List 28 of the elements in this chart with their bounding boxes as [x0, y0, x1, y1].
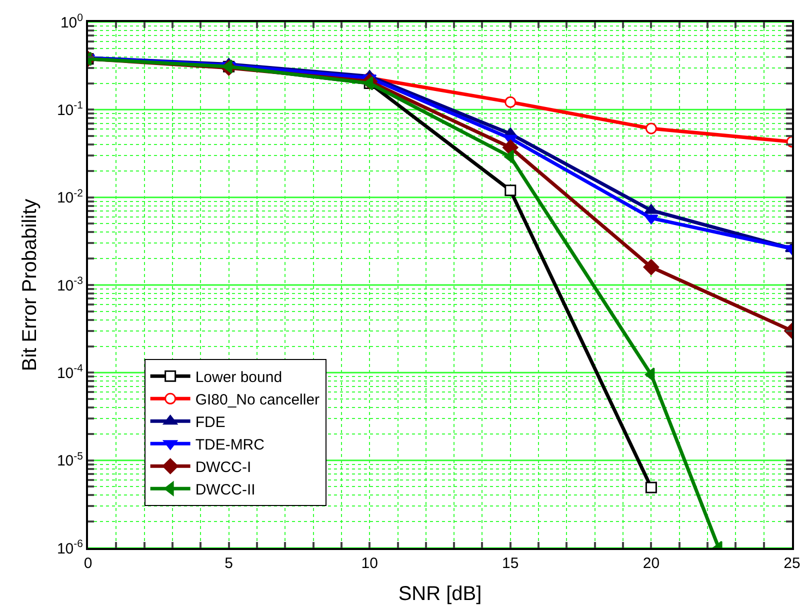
point: [643, 259, 660, 276]
x-axis-title: SNR [dB]: [398, 583, 482, 605]
x-tick-label: 5: [224, 555, 233, 572]
point: [645, 482, 657, 494]
legend-label: FDE: [195, 414, 226, 432]
point: [504, 96, 516, 108]
x-tick-label: 15: [502, 555, 519, 572]
x-tick-label: 25: [784, 555, 800, 572]
point: [644, 368, 655, 382]
y-tick-label: 10$^{-2}$: [56, 187, 84, 207]
y-tick-label: 10$^{-3}$: [56, 274, 84, 294]
y-axis-title: Bit Error Probability: [18, 198, 41, 372]
legend-label: Lower bound: [195, 369, 282, 386]
y-tick-label: 10$^{-6}$: [56, 538, 84, 558]
point: [645, 122, 657, 134]
x-tick-label: 10: [361, 555, 378, 572]
legend-label: GI80_No canceller: [195, 392, 320, 409]
legend-label: DWCC-I: [195, 459, 252, 476]
y-tick-label: 10$^{-4}$: [56, 362, 84, 382]
legend-label: TDE-MRC: [195, 436, 265, 454]
y-tick-label: 10$^{-5}$: [56, 450, 84, 470]
point: [502, 140, 518, 156]
y-tick-label: 10$^{0}$: [60, 12, 84, 32]
y-tick-label: 10$^{-1}$: [56, 100, 84, 119]
point: [504, 184, 516, 196]
legend-label: DWCC-II: [195, 482, 256, 499]
x-tick-label: 20: [642, 555, 660, 572]
x-tick-label: 0: [84, 555, 92, 572]
